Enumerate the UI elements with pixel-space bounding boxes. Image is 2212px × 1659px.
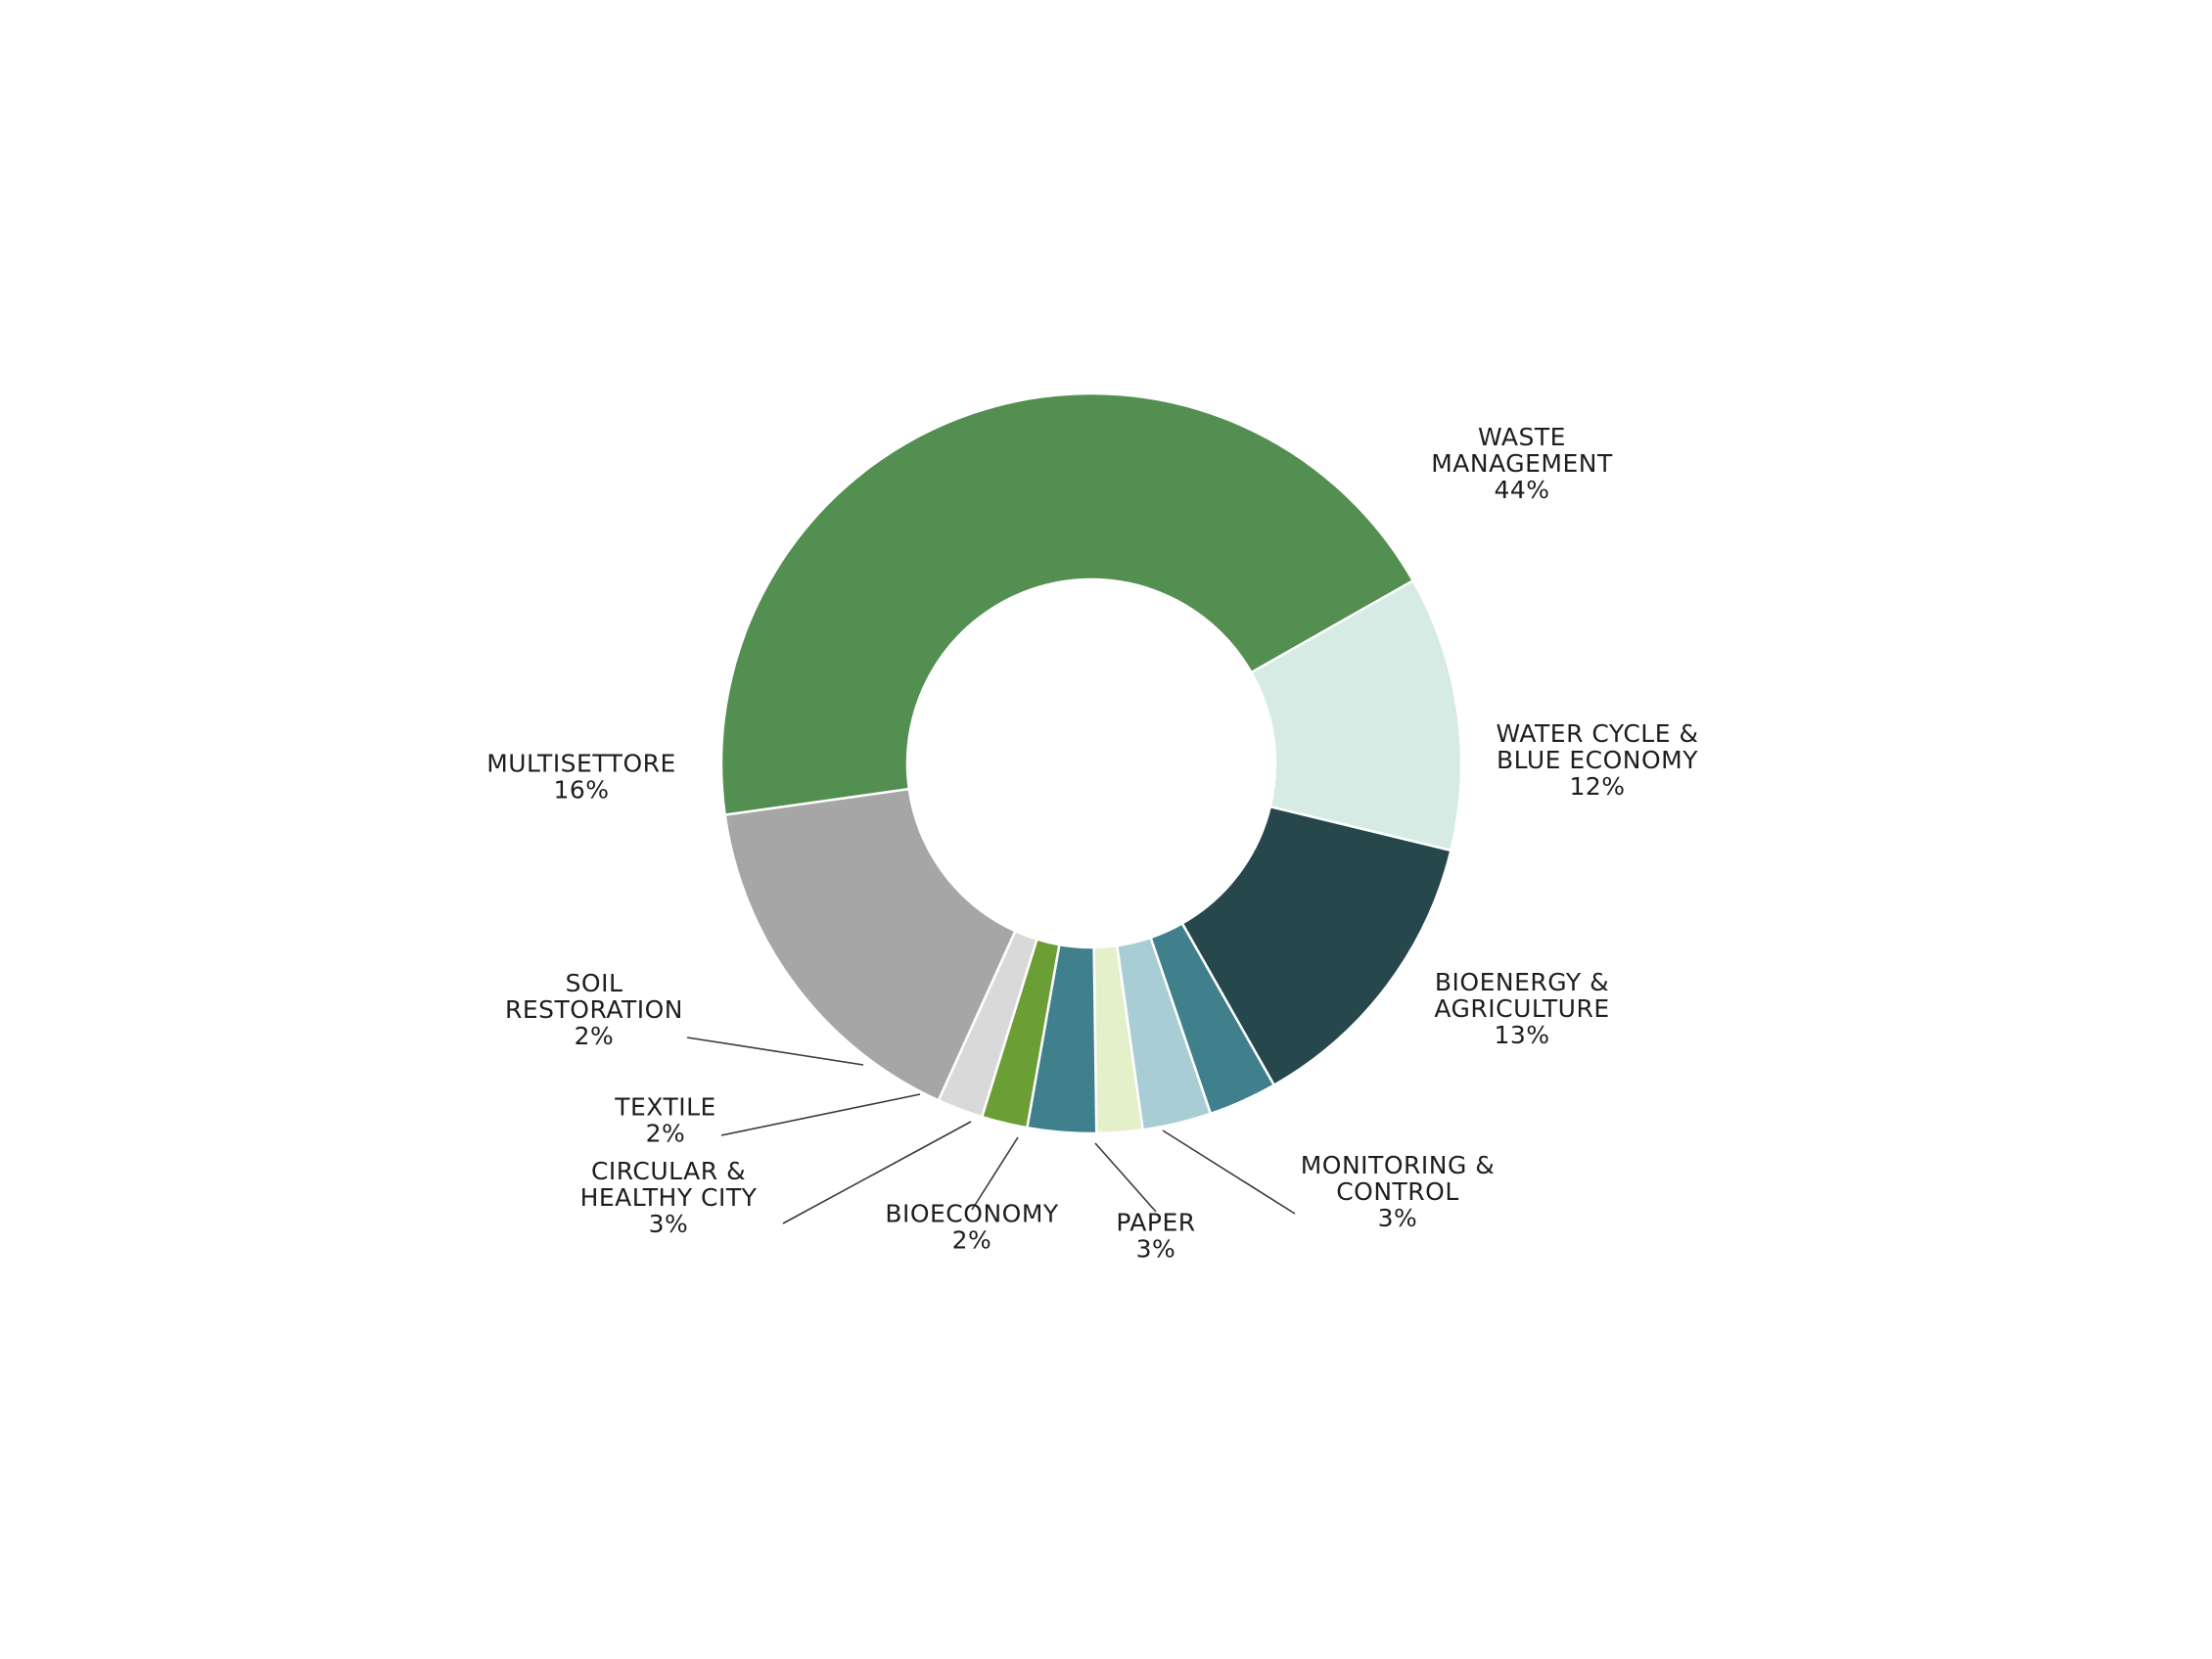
slice-name-line: HEALTHY CITY xyxy=(580,1183,758,1212)
slice-name-line: WATER CYCLE & xyxy=(1497,719,1699,748)
slice-name-line: RESTORATION xyxy=(505,995,683,1024)
slice-name-line: BLUE ECONOMY xyxy=(1497,746,1698,774)
slice-name-line: BIOECONOMY xyxy=(885,1200,1059,1228)
slice-label-monitoring-and-control: MONITORING & CONTROL 3% xyxy=(1301,1151,1496,1232)
slice-name-line: MANAGEMENT xyxy=(1431,449,1613,478)
slice-labels: WASTE MANAGEMENT 44% WATER CYCLE & BLUE ECON… xyxy=(486,423,1698,1264)
slice-name-line: MONITORING & xyxy=(1301,1151,1496,1179)
slice-name-line: CIRCULAR & xyxy=(591,1157,746,1185)
slice-name-line: TEXTILE xyxy=(614,1093,716,1122)
slice-value-label: 2% xyxy=(646,1120,686,1148)
slice-multisettore xyxy=(723,787,1017,1102)
leader-lines xyxy=(686,1037,1296,1224)
leader-line-circular-and-healthy-city xyxy=(782,1121,972,1224)
leader-line-textile xyxy=(720,1093,921,1136)
leader-line-bioeconomy xyxy=(971,1136,1019,1211)
slice-label-bioenergy-and-agriculture: BIOENERGY & AGRICULTURE 13% xyxy=(1434,968,1609,1049)
slice-value-label: 3% xyxy=(1136,1235,1176,1264)
slice-value-label: 44% xyxy=(1494,476,1549,504)
slice-name-line: PAPER xyxy=(1116,1209,1195,1237)
leader-line-paper xyxy=(1094,1142,1157,1213)
slice-value-label: 2% xyxy=(952,1226,992,1255)
leader-line-monitoring-and-control xyxy=(1162,1129,1296,1215)
slice-label-water-cycle-and-blue-economy: WATER CYCLE & BLUE ECONOMY 12% xyxy=(1497,719,1699,801)
slice-label-waste-management: WASTE MANAGEMENT 44% xyxy=(1431,423,1613,504)
slice-name-line: AGRICULTURE xyxy=(1434,994,1609,1023)
leader-line-soil-restoration xyxy=(686,1037,864,1066)
slice-label-soil-restoration: SOIL RESTORATION 2% xyxy=(505,969,683,1050)
slice-value-label: 3% xyxy=(649,1210,689,1238)
slice-bioenergy-and-agriculture xyxy=(1180,805,1452,1087)
slice-name-line: WASTE xyxy=(1478,423,1566,451)
slice-label-textile: TEXTILE 2% xyxy=(614,1093,716,1148)
slice-name-line: CONTROL xyxy=(1336,1177,1459,1206)
slice-name-line: MULTISETTORE xyxy=(486,750,676,778)
slice-label-circular-and-healthy-city: CIRCULAR & HEALTHY CITY 3% xyxy=(580,1157,758,1238)
slice-waste-management xyxy=(719,392,1415,817)
slice-label-multisettore: MULTISETTORE 16% xyxy=(486,750,676,805)
slice-name-line: BIOENERGY & xyxy=(1435,968,1609,996)
slice-value-label: 2% xyxy=(575,1022,615,1050)
slice-water-cycle-and-blue-economy xyxy=(1249,578,1463,853)
slice-label-bioeconomy: BIOECONOMY 2% xyxy=(885,1200,1059,1255)
slice-value-label: 16% xyxy=(553,776,609,805)
slices xyxy=(719,392,1463,1135)
slice-value-label: 13% xyxy=(1494,1021,1549,1049)
slice-value-label: 3% xyxy=(1378,1204,1418,1232)
slice-value-label: 12% xyxy=(1569,772,1625,801)
slice-label-paper: PAPER 3% xyxy=(1116,1209,1195,1264)
slice-name-line: SOIL xyxy=(566,969,623,997)
